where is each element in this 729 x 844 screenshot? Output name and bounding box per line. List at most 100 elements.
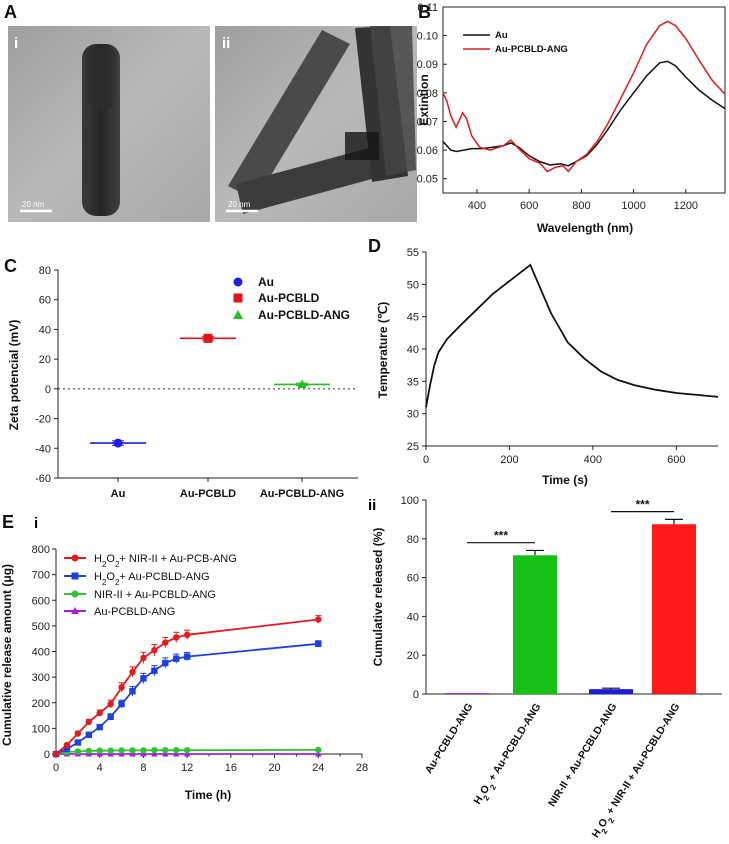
axis-ticks: 400 600 800 1000 1200 0.05 0.06 0.07 0.08 0.09 0.1… <box>417 2 698 212</box>
y-tick-label: 40 <box>39 324 51 336</box>
data-point <box>118 747 125 754</box>
data-point <box>315 616 322 623</box>
y-tick-label: 0.06 <box>417 145 438 157</box>
data-point <box>173 634 180 641</box>
y-tick-label: 80 <box>407 534 419 546</box>
legend-au-label: Au <box>258 275 274 289</box>
y-tick-label: 500 <box>32 621 50 633</box>
extinction-plot: 400 600 800 1000 1200 0.05 0.06 0.07 0.08 0.09 0.1… <box>417 2 726 235</box>
x-tick-label: 600 <box>520 200 538 212</box>
y-tick-label: 800 <box>32 544 50 556</box>
legend-au-pcbld-marker <box>233 293 243 303</box>
data-point <box>162 746 169 754</box>
legend-au-marker <box>233 277 243 287</box>
data-point <box>74 739 82 746</box>
temperature-curve <box>425 263 719 408</box>
legend-item-nir-ii-au-pcbld-ang: NIR-II + Au-PCBLD-ANG <box>64 589 216 601</box>
data-point <box>151 750 158 757</box>
data-point <box>85 747 92 755</box>
data-point <box>315 640 322 648</box>
data-point-au-pcbld <box>203 333 213 343</box>
panel-b: B 400 600 800 1000 1200 0.05 0.06 0.07 0.08 0.09 0… <box>417 2 726 235</box>
y-tick-label: 0.09 <box>417 59 438 71</box>
bar-h2o2-au-pcbld-ang <box>513 549 557 694</box>
data-point <box>162 659 169 667</box>
x-tick-label: 28 <box>356 762 368 774</box>
data-point <box>107 700 114 708</box>
nanorod-ii-a <box>228 30 350 200</box>
data-point <box>140 654 147 662</box>
data-point <box>183 750 191 757</box>
y-tick-label: 60 <box>39 295 51 307</box>
series <box>52 615 322 758</box>
category-label: H2O2 + Au-PCBLD-ANG <box>471 701 546 808</box>
data-point <box>129 688 136 695</box>
y-tick-label: 20 <box>407 650 419 662</box>
panel-a: A i 20 nm ii 20 nm <box>4 2 417 222</box>
significance-label: *** <box>635 498 649 512</box>
legend-item-au-pcbld-ang: Au-PCBLD-ANG <box>64 606 175 618</box>
legend: Au Au-PCBLD Au-PCBLD-ANG <box>233 275 350 322</box>
y-tick-label: 0.05 <box>417 174 438 186</box>
data-point <box>96 709 103 717</box>
data-point <box>315 750 322 757</box>
bar <box>445 693 489 694</box>
panel-c: C -60 -40 -20 0 20 40 60 80 Au Au-PCBLD Au-PCBLD-A… <box>4 256 358 500</box>
data-point <box>315 746 322 754</box>
legend-au-pcbld-ang-marker <box>233 310 243 319</box>
data-point <box>151 746 158 754</box>
data-point <box>151 667 158 674</box>
legend-au-pcbld-ang-label: Au-PCBLD-ANG <box>258 308 350 322</box>
nanorod-ii-overlap <box>345 132 379 160</box>
category-label-part: 2 <box>599 826 609 835</box>
scale-bar-ii-label: 20 nm <box>228 200 251 209</box>
y-tick-label: 80 <box>39 265 51 277</box>
x-tick-label: 400 <box>468 200 486 212</box>
temperature-plot: 0 200 400 600 25 30 35 40 45 50 55 Time (s) Temper… <box>376 247 719 487</box>
panel-b-letter: B <box>418 2 431 22</box>
data-point <box>85 718 92 726</box>
data-point <box>74 748 82 755</box>
y-tick-label: -40 <box>35 443 51 455</box>
y-tick-label: 0.07 <box>417 116 438 128</box>
plot-frame <box>442 6 726 194</box>
series-nir-ii-au-pcbld-ang <box>52 746 322 758</box>
series-lines <box>442 20 726 173</box>
x-tick-label: 600 <box>667 454 685 466</box>
y-tick-label: 0 <box>413 689 419 701</box>
y-axis-title: Extintion <box>417 74 431 125</box>
data-point <box>173 750 180 757</box>
bar <box>652 524 696 694</box>
category-label-part: + Au-PCBLD-ANG <box>485 701 544 785</box>
x-category-label: Au-PCBLD <box>180 488 236 500</box>
legend-au-label: Au <box>495 30 508 41</box>
x-tick-label: 20 <box>268 762 280 774</box>
y-tick-label: 35 <box>407 376 419 388</box>
y-tick-label: 700 <box>32 570 50 582</box>
y-tick-label: 40 <box>407 344 419 356</box>
y-tick-label: 0.10 <box>417 31 438 43</box>
series-line-au <box>442 60 726 167</box>
nanorod-i-shade <box>86 48 116 108</box>
category-label: Au-PCBLD-ANG <box>423 701 476 776</box>
x-tick-label: 1000 <box>621 200 645 212</box>
y-tick-label: 25 <box>407 441 419 453</box>
y-axis-title: Temperature (℃) <box>376 302 390 399</box>
legend: H2O2+ NIR-II + Au-PCB-ANG H2O2+ Au-PCBLD… <box>64 553 237 618</box>
panel-a-letter: A <box>4 2 17 22</box>
x-tick-label: 16 <box>225 762 237 774</box>
data-point <box>107 747 114 754</box>
zeta-plot: -60 -40 -20 0 20 40 60 80 Au Au-PCBLD Au-PCBLD-ANG… <box>7 265 358 500</box>
bar-au-pcbld-ang <box>445 693 489 694</box>
legend-label: Au-PCBLD-ANG <box>94 606 175 618</box>
x-tick-label: 24 <box>312 762 324 774</box>
legend-au-pcbld-label: Au-PCBLD <box>258 291 320 305</box>
y-tick-label: 45 <box>407 312 419 324</box>
panel-d-letter: D <box>368 236 381 256</box>
data-point <box>162 639 169 646</box>
data-point <box>183 653 191 660</box>
significance-label: *** <box>494 529 508 543</box>
data-points <box>90 333 330 448</box>
